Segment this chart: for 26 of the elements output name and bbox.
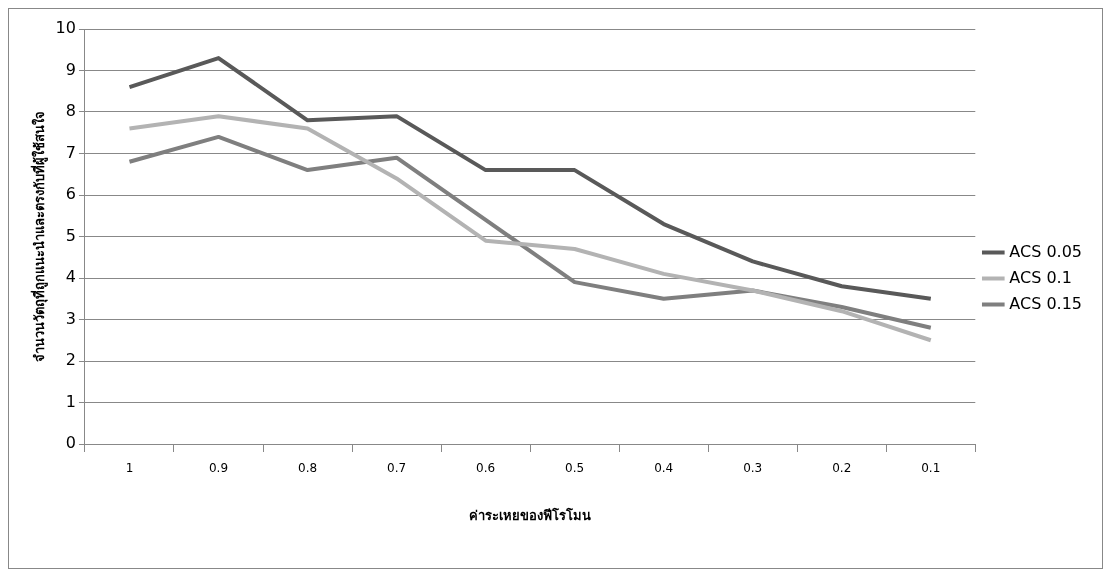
legend-label: ACS 0.1 xyxy=(1009,267,1072,287)
x-tick-label: 0.8 xyxy=(298,461,318,476)
y-tick-label: 8 xyxy=(65,101,76,121)
x-tick-label: 0.3 xyxy=(743,461,763,476)
x-tick-label: 0.7 xyxy=(387,461,407,476)
y-tick-label: 9 xyxy=(65,59,76,79)
y-axis-title: จำนวนวัตถุที่ถูกแนะนำและตรงกับที่ผู้ใช้สนใจ xyxy=(30,111,49,362)
x-tick-label: 0.6 xyxy=(476,461,496,476)
x-tick-label: 0.1 xyxy=(921,461,941,476)
x-tick-label: 0.5 xyxy=(565,461,585,476)
x-tick-label: 0.9 xyxy=(208,461,229,476)
x-tick-label: 0.4 xyxy=(654,461,674,476)
y-tick-label: 3 xyxy=(65,308,76,328)
y-tick-label: 0 xyxy=(65,433,76,453)
y-tick-label: 1 xyxy=(65,391,76,411)
y-tick-label: 5 xyxy=(65,225,76,245)
x-axis-title: ค่าระเหยของฟีโรโมน xyxy=(469,506,592,523)
y-tick-label: 6 xyxy=(65,184,76,204)
y-tick-label: 7 xyxy=(65,142,76,162)
y-tick-label: 10 xyxy=(55,18,76,38)
legend-label: ACS 0.15 xyxy=(1009,293,1082,313)
y-tick-label: 4 xyxy=(65,267,76,287)
x-tick-label: 0.2 xyxy=(832,461,852,476)
x-tick-label: 1 xyxy=(125,461,134,476)
y-tick-label: 2 xyxy=(65,350,76,370)
legend-label: ACS 0.05 xyxy=(1009,241,1082,261)
